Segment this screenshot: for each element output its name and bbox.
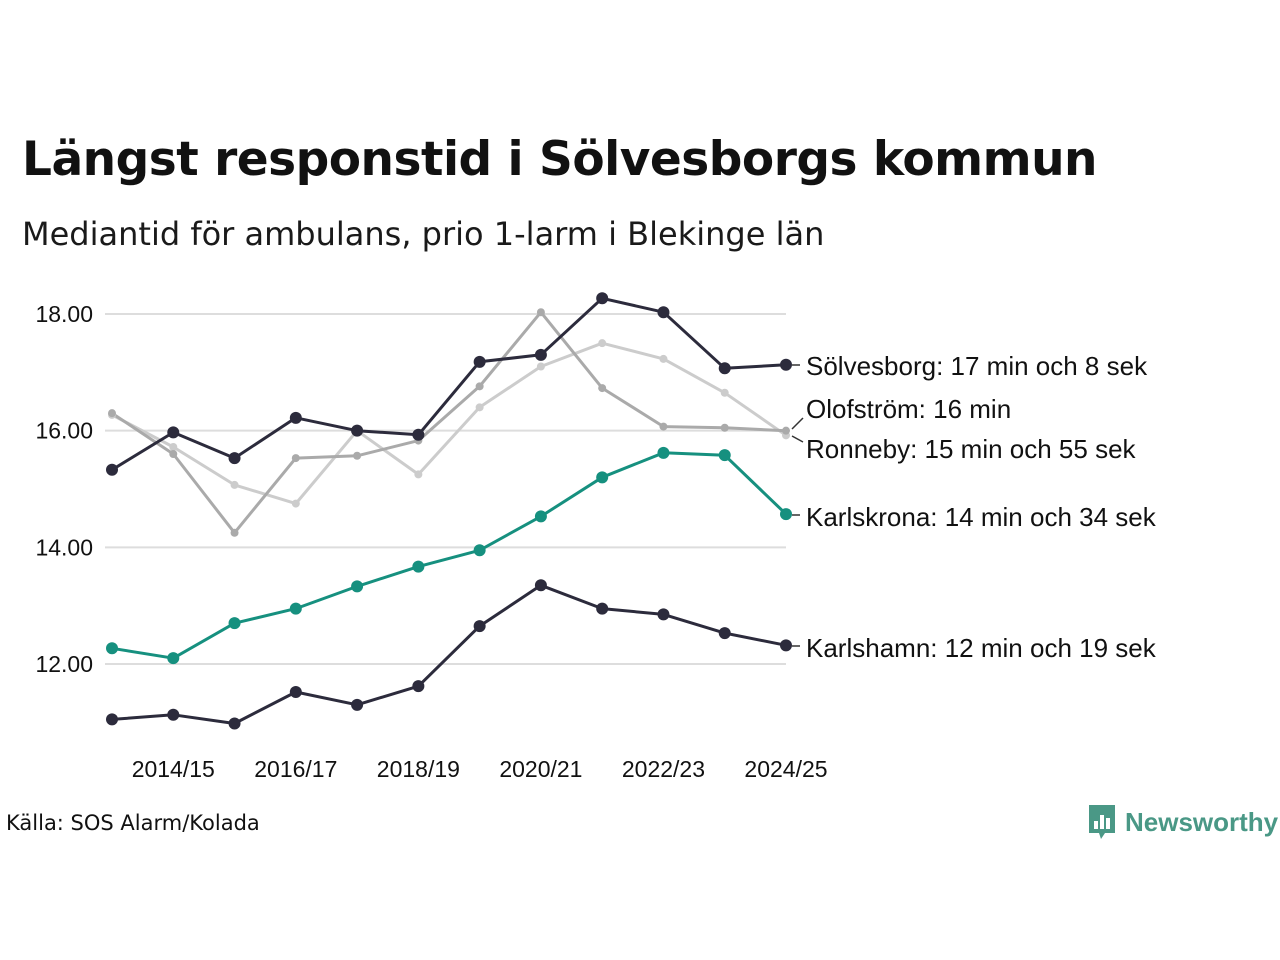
data-point-karlshamn [780,639,792,652]
data-point-olofstrom [230,528,239,537]
gridlines [105,313,786,665]
data-point-olofstrom [782,426,790,435]
x-tick-label: 2014/15 [132,756,215,782]
data-point-solvesborg [412,428,425,441]
series-line-karlshamn [111,583,787,725]
data-point-ronneby [169,443,178,451]
label-connector-ronneby [791,435,804,443]
data-point-ronneby [230,480,239,489]
data-point-karlshamn [596,602,609,615]
data-point-karlskrona [473,544,486,557]
series-line-olofstrom [111,310,787,535]
x-tick-label: 2020/21 [499,756,582,782]
series-line-karlskrona [111,451,788,660]
data-point-olofstrom [536,308,545,317]
data-point-karlskrona [351,580,364,593]
data-point-karlshamn [657,608,670,621]
data-point-karlshamn [351,698,364,711]
data-point-karlshamn [534,579,547,592]
data-point-solvesborg [780,358,792,371]
data-point-ronneby [414,470,423,479]
data-point-solvesborg [351,424,364,437]
data-point-solvesborg [534,348,547,361]
data-point-ronneby [536,362,545,371]
series-label-olofstrom: Olofström: 16 min [806,394,1011,424]
data-point-solvesborg [473,355,486,368]
data-point-ronneby [291,499,300,508]
series-label-ronneby: Ronneby: 15 min och 55 sek [806,434,1137,464]
label-connector-olofstrom [791,417,804,430]
data-point-ronneby [720,388,729,397]
data-point-karlshamn [228,717,241,730]
y-tick-label: 12.00 [35,651,93,677]
y-tick-label: 18.00 [35,301,93,327]
data-point-solvesborg [228,452,241,465]
brand-name: Newsworthy [1125,806,1279,837]
series-line-ronneby [111,341,787,506]
data-point-solvesborg [289,411,302,424]
data-point-karlskrona [657,446,670,459]
data-point-karlskrona [228,617,241,630]
data-point-solvesborg [718,362,731,375]
series-points [106,292,792,730]
series-lines [111,296,788,725]
newsworthy-logo[interactable]: Newsworthy [1087,803,1278,841]
data-point-karlskrona [412,560,425,573]
data-point-olofstrom [720,423,729,432]
series-line-solvesborg [111,296,787,472]
data-point-ronneby [659,354,668,363]
data-point-solvesborg [167,426,180,439]
source-note: Källa: SOS Alarm/Kolada [6,811,260,835]
y-axis-tick-labels: 12.00 14.00 16.00 18.00 [35,301,93,677]
data-point-karlshamn [106,713,118,726]
data-point-karlshamn [412,680,425,693]
series-label-karlskrona: Karlskrona: 14 min och 34 sek [806,502,1157,532]
data-point-karlshamn [473,620,486,633]
data-point-olofstrom [291,454,300,463]
data-point-karlskrona [167,652,180,665]
newsworthy-chat-chart-icon [1089,805,1115,839]
data-point-karlskrona [106,642,118,655]
data-point-karlshamn [289,686,302,698]
x-tick-label: 2024/25 [744,756,827,782]
data-point-karlskrona [596,471,609,484]
chart-subtitle: Mediantid för ambulans, prio 1-larm i Bl… [22,215,825,253]
data-point-olofstrom [108,409,116,418]
data-point-solvesborg [106,463,118,476]
data-point-ronneby [598,339,607,348]
data-point-solvesborg [657,306,670,319]
series-label-karlshamn: Karlshamn: 12 min och 19 sek [806,633,1157,663]
data-point-ronneby [475,403,484,412]
x-axis-tick-labels: 2014/15 2016/17 2018/19 2020/21 2022/23 2024/… [132,756,828,782]
data-point-karlskrona [534,510,547,523]
data-point-karlskrona [289,602,302,615]
data-point-karlshamn [718,627,731,640]
x-tick-label: 2022/23 [622,756,705,782]
data-point-olofstrom [169,450,178,458]
y-tick-label: 14.00 [35,534,93,560]
data-point-karlshamn [167,708,180,721]
series-labels: Ronneby: 15 min och 55 sek Olofström: 16 … [791,351,1157,663]
series-label-solvesborg: Sölvesborg: 17 min och 8 sek [806,351,1148,381]
data-point-olofstrom [659,422,668,431]
x-tick-label: 2016/17 [254,756,337,782]
data-point-solvesborg [596,292,609,305]
data-point-olofstrom [353,451,362,460]
data-point-karlskrona [780,508,792,521]
data-point-olofstrom [598,384,607,393]
chart-title: Längst responstid i Sölvesborgs kommun [22,132,1098,187]
x-tick-label: 2018/19 [377,756,460,782]
data-point-olofstrom [475,382,484,391]
data-point-karlskrona [718,449,731,462]
y-tick-label: 16.00 [35,418,93,444]
